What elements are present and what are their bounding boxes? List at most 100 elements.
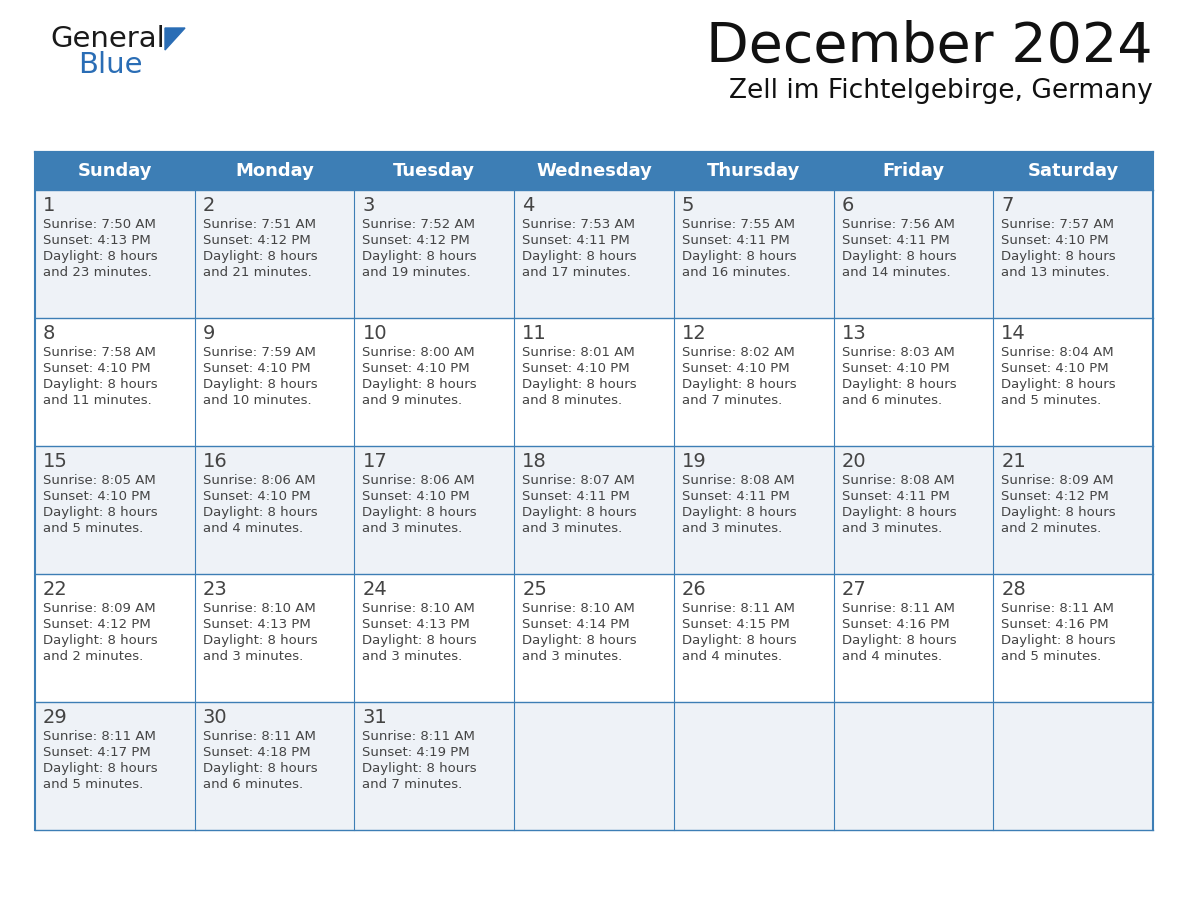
Polygon shape — [165, 28, 185, 50]
Text: 22: 22 — [43, 580, 68, 599]
Bar — [34, 446, 1154, 574]
Text: Sunrise: 7:56 AM: Sunrise: 7:56 AM — [841, 218, 954, 231]
Text: Sunrise: 8:05 AM: Sunrise: 8:05 AM — [43, 474, 156, 487]
Text: Friday: Friday — [883, 162, 944, 180]
Text: and 5 minutes.: and 5 minutes. — [43, 522, 144, 535]
Text: Daylight: 8 hours: Daylight: 8 hours — [523, 378, 637, 391]
Text: Sunset: 4:13 PM: Sunset: 4:13 PM — [43, 234, 151, 247]
Text: Sunrise: 7:55 AM: Sunrise: 7:55 AM — [682, 218, 795, 231]
Text: Daylight: 8 hours: Daylight: 8 hours — [43, 378, 158, 391]
Text: 18: 18 — [523, 452, 546, 471]
Text: Sunset: 4:12 PM: Sunset: 4:12 PM — [43, 618, 151, 631]
Text: 25: 25 — [523, 580, 546, 599]
Text: Sunrise: 8:11 AM: Sunrise: 8:11 AM — [203, 730, 316, 743]
Text: and 8 minutes.: and 8 minutes. — [523, 394, 623, 407]
Text: Sunset: 4:10 PM: Sunset: 4:10 PM — [203, 362, 310, 375]
Text: Sunrise: 7:53 AM: Sunrise: 7:53 AM — [523, 218, 636, 231]
Text: Monday: Monday — [235, 162, 314, 180]
Text: and 6 minutes.: and 6 minutes. — [203, 778, 303, 791]
Text: Sunset: 4:12 PM: Sunset: 4:12 PM — [362, 234, 470, 247]
Text: Sunrise: 8:02 AM: Sunrise: 8:02 AM — [682, 346, 795, 359]
Text: and 6 minutes.: and 6 minutes. — [841, 394, 942, 407]
Text: Sunset: 4:19 PM: Sunset: 4:19 PM — [362, 746, 470, 759]
Text: Sunrise: 7:52 AM: Sunrise: 7:52 AM — [362, 218, 475, 231]
Text: Daylight: 8 hours: Daylight: 8 hours — [523, 250, 637, 263]
Text: 13: 13 — [841, 324, 866, 343]
Text: Daylight: 8 hours: Daylight: 8 hours — [43, 634, 158, 647]
Text: and 5 minutes.: and 5 minutes. — [43, 778, 144, 791]
Text: 12: 12 — [682, 324, 707, 343]
Text: Daylight: 8 hours: Daylight: 8 hours — [682, 250, 796, 263]
Text: Sunrise: 7:51 AM: Sunrise: 7:51 AM — [203, 218, 316, 231]
Text: Sunrise: 8:07 AM: Sunrise: 8:07 AM — [523, 474, 634, 487]
Text: Daylight: 8 hours: Daylight: 8 hours — [682, 634, 796, 647]
Text: Sunrise: 8:11 AM: Sunrise: 8:11 AM — [362, 730, 475, 743]
Text: and 14 minutes.: and 14 minutes. — [841, 266, 950, 279]
Text: Daylight: 8 hours: Daylight: 8 hours — [523, 634, 637, 647]
Text: Daylight: 8 hours: Daylight: 8 hours — [203, 506, 317, 519]
Text: Sunrise: 8:01 AM: Sunrise: 8:01 AM — [523, 346, 634, 359]
Text: and 4 minutes.: and 4 minutes. — [841, 650, 942, 663]
Text: Daylight: 8 hours: Daylight: 8 hours — [362, 762, 478, 775]
Text: 19: 19 — [682, 452, 707, 471]
Text: Sunrise: 8:10 AM: Sunrise: 8:10 AM — [362, 602, 475, 615]
Text: Sunset: 4:10 PM: Sunset: 4:10 PM — [1001, 234, 1108, 247]
Text: Daylight: 8 hours: Daylight: 8 hours — [362, 250, 478, 263]
Text: Sunset: 4:17 PM: Sunset: 4:17 PM — [43, 746, 151, 759]
Text: and 3 minutes.: and 3 minutes. — [841, 522, 942, 535]
Text: Daylight: 8 hours: Daylight: 8 hours — [203, 634, 317, 647]
Text: Sunrise: 8:08 AM: Sunrise: 8:08 AM — [682, 474, 795, 487]
Text: Daylight: 8 hours: Daylight: 8 hours — [203, 250, 317, 263]
Text: 30: 30 — [203, 708, 227, 727]
Text: and 7 minutes.: and 7 minutes. — [682, 394, 782, 407]
Text: and 10 minutes.: and 10 minutes. — [203, 394, 311, 407]
Text: 1: 1 — [43, 196, 56, 215]
Text: 31: 31 — [362, 708, 387, 727]
Text: 11: 11 — [523, 324, 546, 343]
Text: Daylight: 8 hours: Daylight: 8 hours — [841, 634, 956, 647]
Text: Daylight: 8 hours: Daylight: 8 hours — [43, 250, 158, 263]
Text: Daylight: 8 hours: Daylight: 8 hours — [523, 506, 637, 519]
Text: Sunrise: 8:11 AM: Sunrise: 8:11 AM — [43, 730, 156, 743]
Text: 7: 7 — [1001, 196, 1013, 215]
Text: 29: 29 — [43, 708, 68, 727]
Text: Sunrise: 8:04 AM: Sunrise: 8:04 AM — [1001, 346, 1114, 359]
Text: 20: 20 — [841, 452, 866, 471]
Text: Sunrise: 8:03 AM: Sunrise: 8:03 AM — [841, 346, 954, 359]
Text: Sunrise: 8:09 AM: Sunrise: 8:09 AM — [43, 602, 156, 615]
Text: Sunrise: 8:06 AM: Sunrise: 8:06 AM — [203, 474, 315, 487]
Text: 10: 10 — [362, 324, 387, 343]
Text: and 2 minutes.: and 2 minutes. — [43, 650, 144, 663]
Text: and 19 minutes.: and 19 minutes. — [362, 266, 472, 279]
Text: Daylight: 8 hours: Daylight: 8 hours — [1001, 378, 1116, 391]
Text: Blue: Blue — [78, 51, 143, 79]
Text: 23: 23 — [203, 580, 227, 599]
Text: Sunset: 4:16 PM: Sunset: 4:16 PM — [1001, 618, 1108, 631]
Text: Daylight: 8 hours: Daylight: 8 hours — [841, 378, 956, 391]
Text: 16: 16 — [203, 452, 227, 471]
Text: Daylight: 8 hours: Daylight: 8 hours — [362, 506, 478, 519]
Text: Sunset: 4:11 PM: Sunset: 4:11 PM — [523, 490, 630, 503]
Text: and 17 minutes.: and 17 minutes. — [523, 266, 631, 279]
Text: Sunset: 4:14 PM: Sunset: 4:14 PM — [523, 618, 630, 631]
Text: and 5 minutes.: and 5 minutes. — [1001, 394, 1101, 407]
Text: and 4 minutes.: and 4 minutes. — [203, 522, 303, 535]
Text: and 3 minutes.: and 3 minutes. — [362, 650, 462, 663]
Text: and 3 minutes.: and 3 minutes. — [362, 522, 462, 535]
Bar — [34, 574, 1154, 702]
Text: and 11 minutes.: and 11 minutes. — [43, 394, 152, 407]
Text: and 7 minutes.: and 7 minutes. — [362, 778, 462, 791]
Text: and 4 minutes.: and 4 minutes. — [682, 650, 782, 663]
Text: Daylight: 8 hours: Daylight: 8 hours — [1001, 250, 1116, 263]
Text: General: General — [50, 25, 165, 53]
Text: Sunday: Sunday — [77, 162, 152, 180]
Text: December 2024: December 2024 — [707, 20, 1154, 74]
Text: Sunset: 4:10 PM: Sunset: 4:10 PM — [203, 490, 310, 503]
Text: Sunset: 4:16 PM: Sunset: 4:16 PM — [841, 618, 949, 631]
Text: 3: 3 — [362, 196, 374, 215]
Text: and 3 minutes.: and 3 minutes. — [523, 650, 623, 663]
Text: Sunset: 4:10 PM: Sunset: 4:10 PM — [523, 362, 630, 375]
Text: Daylight: 8 hours: Daylight: 8 hours — [1001, 506, 1116, 519]
Text: and 3 minutes.: and 3 minutes. — [203, 650, 303, 663]
Text: Sunrise: 7:58 AM: Sunrise: 7:58 AM — [43, 346, 156, 359]
